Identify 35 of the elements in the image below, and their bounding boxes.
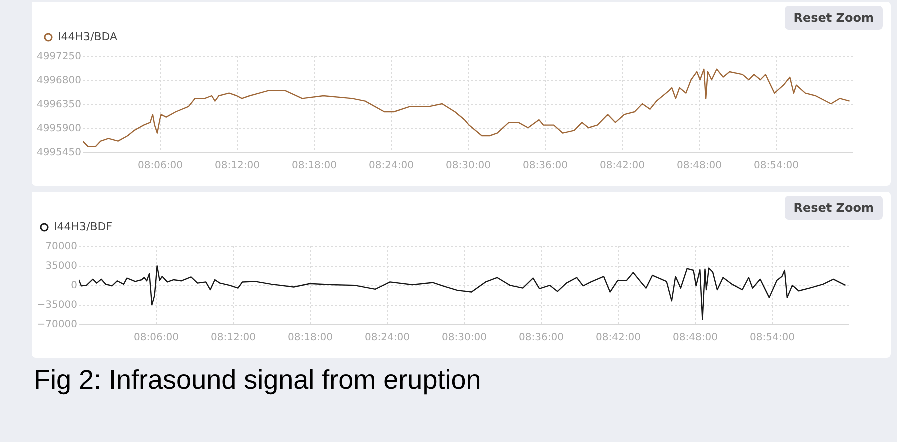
y-tick-label: −70000 <box>37 320 78 330</box>
x-tick-label: 08:48:00 <box>677 160 722 172</box>
y-tick-label: 0 <box>71 280 78 292</box>
line-series <box>79 265 846 320</box>
x-tick-label: 08:24:00 <box>369 160 414 172</box>
y-tick-label: 4997250 <box>36 52 82 62</box>
legend-label: I44H3/BDA <box>58 30 118 44</box>
x-tick-label: 08:12:00 <box>211 332 256 344</box>
x-tick-label: 08:24:00 <box>365 332 410 344</box>
x-tick-label: 08:12:00 <box>215 160 260 172</box>
legend-label: I44H3/BDF <box>54 220 113 234</box>
line-series <box>83 68 850 148</box>
x-tick-label: 08:48:00 <box>673 332 718 344</box>
caption: Fig 2: Infrasound signal from eruption <box>34 364 482 396</box>
x-tick-label: 08:30:00 <box>442 332 487 344</box>
y-tick-label: 4995900 <box>36 124 82 134</box>
y-tick-label: 4996350 <box>36 100 82 110</box>
reset-zoom-button[interactable]: Reset Zoom <box>784 6 883 30</box>
x-tick-label: 08:42:00 <box>596 332 641 344</box>
x-tick-label: 08:18:00 <box>292 160 337 172</box>
x-tick-label: 08:18:00 <box>288 332 333 344</box>
y-tick-label: 70000 <box>46 242 78 252</box>
x-tick-label: 08:54:00 <box>754 160 799 172</box>
y-tick-label: 35000 <box>46 261 78 272</box>
x-tick-label: 08:06:00 <box>134 332 179 344</box>
x-tick-label: 08:54:00 <box>750 332 795 344</box>
y-tick-label: 4995450 <box>36 148 82 158</box>
x-tick-label: 08:06:00 <box>138 160 183 172</box>
y-tick-label: −35000 <box>37 300 78 311</box>
x-tick-label: 08:36:00 <box>523 160 568 172</box>
x-tick-label: 08:30:00 <box>446 160 491 172</box>
y-tick-label: 4996800 <box>36 76 82 86</box>
reset-zoom-button[interactable]: Reset Zoom <box>784 196 883 220</box>
x-tick-label: 08:36:00 <box>519 332 564 344</box>
x-tick-label: 08:42:00 <box>600 160 645 172</box>
